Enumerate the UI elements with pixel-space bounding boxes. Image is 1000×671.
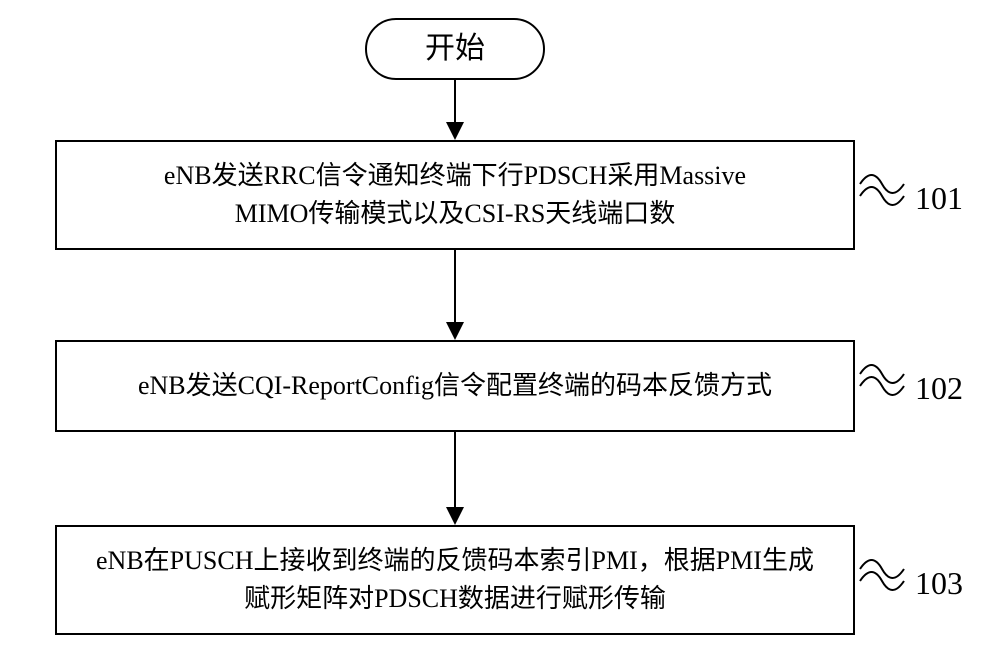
step-3-number: 103 bbox=[915, 565, 963, 602]
step-2-line-0: eNB发送CQI-ReportConfig信令配置终端的码本反馈方式 bbox=[138, 367, 772, 405]
step-1-box: eNB发送RRC信令通知终端下行PDSCH采用Massive MIMO传输模式以… bbox=[55, 140, 855, 250]
step-3-wave-icon bbox=[858, 555, 906, 595]
step-1-line-1: MIMO传输模式以及CSI-RS天线端口数 bbox=[235, 195, 676, 233]
arrow-2-line bbox=[454, 250, 456, 322]
step-3-box: eNB在PUSCH上接收到终端的反馈码本索引PMI，根据PMI生成 赋形矩阵对P… bbox=[55, 525, 855, 635]
step-2-box: eNB发送CQI-ReportConfig信令配置终端的码本反馈方式 bbox=[55, 340, 855, 432]
step-1-line-0: eNB发送RRC信令通知终端下行PDSCH采用Massive bbox=[164, 157, 746, 195]
flowchart-canvas: 开始 eNB发送RRC信令通知终端下行PDSCH采用Massive MIMO传输… bbox=[0, 0, 1000, 671]
step-3-line-0: eNB在PUSCH上接收到终端的反馈码本索引PMI，根据PMI生成 bbox=[96, 542, 814, 580]
arrow-3-line bbox=[454, 432, 456, 507]
step-1-number: 101 bbox=[915, 180, 963, 217]
arrow-3-head bbox=[446, 507, 464, 525]
start-label: 开始 bbox=[425, 34, 485, 64]
step-2-number: 102 bbox=[915, 370, 963, 407]
arrow-2-head bbox=[446, 322, 464, 340]
start-node: 开始 bbox=[365, 18, 545, 80]
arrow-1-line bbox=[454, 80, 456, 124]
step-1-wave-icon bbox=[858, 170, 906, 210]
arrow-1-head bbox=[446, 122, 464, 140]
step-2-wave-icon bbox=[858, 360, 906, 400]
step-3-line-1: 赋形矩阵对PDSCH数据进行赋形传输 bbox=[244, 580, 666, 618]
